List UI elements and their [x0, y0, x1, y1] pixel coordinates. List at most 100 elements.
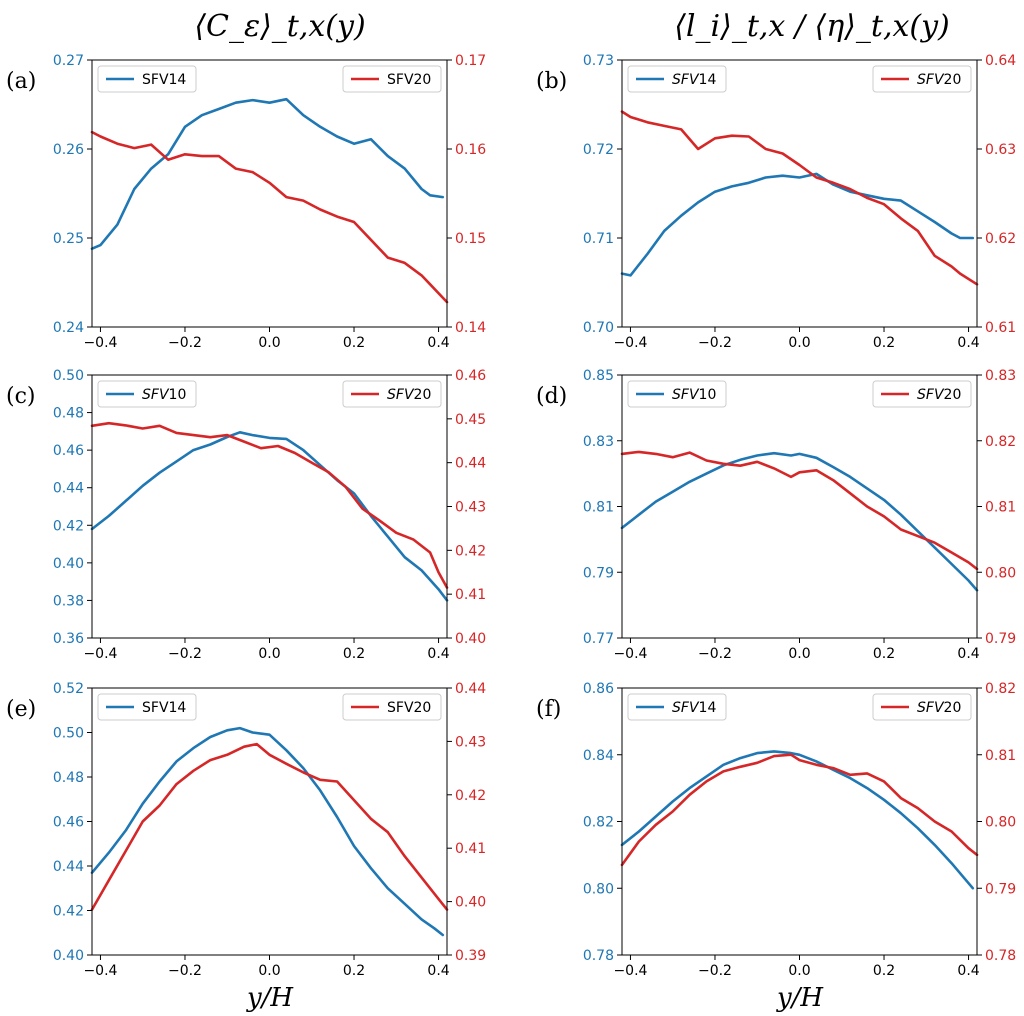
panel-label: (d): [536, 384, 567, 409]
left-y-tick-label: 0.44: [53, 481, 84, 497]
left-y-tick-label: 0.81: [583, 500, 614, 516]
series-line-sfv10: [620, 451, 979, 592]
x-tick-label: 0.2: [343, 335, 365, 351]
series-line-sfv14: [90, 726, 445, 937]
right-y-tick-label: 0.45: [455, 412, 486, 428]
series-line-sfv10: [90, 430, 449, 602]
right-y-tick-label: 0.14: [455, 320, 486, 336]
legend-sfv10: SFV10: [97, 380, 197, 408]
right-y-tick-label: 0.41: [455, 841, 486, 857]
right-y-tick-label: 0.43: [455, 500, 486, 516]
left-y-tick-label: 0.48: [53, 770, 84, 786]
legend-sfv20: SFV20: [872, 65, 972, 93]
left-y-tick-label: 0.36: [53, 631, 84, 647]
panel-e: (e) −0.4 −0.2 0.0 0.2 0.4 0.40 0.42 0.44 0.46 0.48…: [6, 681, 486, 979]
panel-c: (c) −0.4 −0.2 0.0 0.2 0.4 0.36 0.38 0.40 0.42 0.44…: [6, 368, 486, 662]
left-y-tick-label: 0.25: [53, 231, 84, 247]
series-line-sfv20: [620, 450, 979, 571]
legend-label: SFV20: [917, 700, 961, 716]
series-line-sfv20: [90, 130, 449, 304]
left-y-tick-label: 0.70: [583, 320, 614, 336]
left-y-tick-label: 0.42: [53, 904, 84, 920]
left-y-tick-label: 0.50: [53, 726, 84, 742]
left-y-tick-label: 0.46: [53, 815, 84, 831]
left-y-tick-label: 0.40: [53, 948, 84, 964]
right-y-tick-label: 0.17: [455, 53, 486, 69]
x-tick-label: 0.0: [258, 335, 280, 351]
right-y-tick-label: 0.16: [455, 142, 486, 158]
x-tick-label: 0.4: [427, 963, 449, 979]
series-line-sfv14: [90, 97, 445, 250]
left-y-tick-label: 0.26: [53, 142, 84, 158]
right-y-tick-label: 0.42: [455, 788, 486, 804]
x-tick-label: −0.4: [613, 646, 647, 662]
right-y-tick-label: 0.46: [455, 368, 486, 384]
legend-sfv14: SFV14: [627, 65, 727, 93]
legend-label: SFV10: [142, 387, 186, 403]
x-tick-label: −0.2: [168, 646, 202, 662]
chart-panels: (a) −0.4 −0.2 0.0 0.2 0.4 0.24 0.25 0.26 0.27 0.14…: [6, 53, 1016, 979]
right-y-tick-label: 0.15: [455, 231, 486, 247]
legend-label: SFV14: [142, 700, 186, 716]
left-y-tick-label: 0.52: [53, 681, 84, 697]
left-y-tick-label: 0.77: [583, 631, 614, 647]
right-y-tick-label: 0.61: [985, 320, 1016, 336]
right-y-tick-label: 0.80: [985, 565, 1016, 581]
right-y-tick-label: 0.63: [985, 142, 1016, 158]
panel-f: (f) −0.4 −0.2 0.0 0.2 0.4 0.78 0.80 0.82 0.84 0.86…: [536, 681, 1016, 979]
right-y-tick-label: 0.78: [985, 948, 1016, 964]
x-tick-label: −0.4: [83, 963, 117, 979]
legend-label: SFV14: [672, 700, 716, 716]
series-line-sfv14: [620, 172, 975, 277]
right-y-tick-label: 0.79: [985, 881, 1016, 897]
legend-box: [342, 693, 442, 721]
legend-box: [872, 380, 972, 408]
left-y-tick-label: 0.27: [53, 53, 84, 69]
left-y-tick-label: 0.46: [53, 443, 84, 459]
left-y-tick-label: 0.73: [583, 53, 614, 69]
right-y-tick-label: 0.81: [985, 500, 1016, 516]
legend-box: [97, 380, 197, 408]
legend-label: SFV20: [387, 700, 431, 716]
legend-box: [627, 380, 727, 408]
x-tick-label: 0.0: [258, 963, 280, 979]
legend-sfv14: SFV14: [627, 693, 727, 721]
left-y-tick-label: 0.84: [583, 748, 614, 764]
x-tick-label: 0.2: [873, 646, 895, 662]
panel-label: (c): [6, 384, 36, 409]
series-line-sfv20: [90, 742, 449, 911]
x-tick-label: 0.4: [957, 963, 979, 979]
left-y-tick-label: 0.72: [583, 142, 614, 158]
legend-box: [97, 65, 197, 93]
x-tick-label: 0.0: [788, 335, 810, 351]
legend-box: [872, 693, 972, 721]
left-y-tick-label: 0.38: [53, 593, 84, 609]
right-y-tick-label: 0.40: [455, 631, 486, 647]
legend-box: [342, 65, 442, 93]
right-y-tick-label: 0.83: [985, 368, 1016, 384]
x-tick-label: 0.0: [788, 646, 810, 662]
panel-label: (a): [6, 69, 36, 94]
legend-sfv20: SFV20: [342, 693, 442, 721]
right-y-tick-label: 0.39: [455, 948, 486, 964]
right-y-tick-label: 0.82: [985, 681, 1016, 697]
panel-label: (f): [536, 697, 561, 722]
x-tick-label: 0.2: [873, 963, 895, 979]
right-y-tick-label: 0.82: [985, 434, 1016, 450]
left-y-tick-label: 0.44: [53, 859, 84, 875]
legend-label: SFV14: [672, 72, 716, 88]
right-y-tick-label: 0.44: [455, 456, 486, 472]
left-y-tick-label: 0.50: [53, 368, 84, 384]
x-tick-label: −0.2: [698, 335, 732, 351]
x-tick-label: 0.4: [427, 335, 449, 351]
left-y-tick-label: 0.71: [583, 231, 614, 247]
panel-label: (e): [6, 697, 36, 722]
x-tick-label: −0.2: [168, 963, 202, 979]
legend-label: SFV20: [387, 72, 431, 88]
left-y-tick-label: 0.42: [53, 518, 84, 534]
left-y-tick-label: 0.86: [583, 681, 614, 697]
column-title-right: ⟨l_i⟩_t,x / ⟨η⟩_t,x(y): [674, 9, 950, 44]
x-tick-label: 0.0: [258, 646, 280, 662]
legend-sfv14: SFV14: [97, 65, 197, 93]
